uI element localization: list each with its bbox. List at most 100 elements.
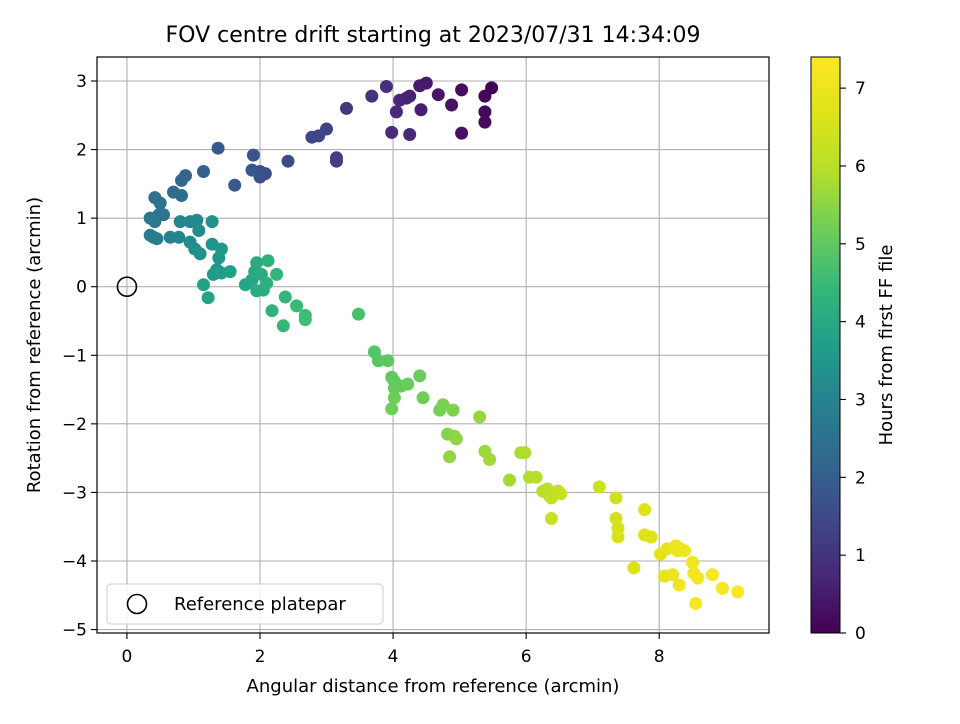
- scatter-point: [205, 215, 219, 229]
- legend: Reference platepar: [106, 583, 384, 625]
- scatter-point: [403, 128, 417, 141]
- scatter-point: [389, 105, 403, 119]
- chart-title: FOV centre drift starting at 2023/07/31 …: [166, 23, 701, 48]
- scatter-point: [413, 79, 427, 93]
- scatter-point: [175, 189, 188, 202]
- plot-frame: [96, 56, 770, 634]
- scatter-point: [401, 377, 415, 391]
- scatter-point: [250, 256, 264, 270]
- scatter-point: [245, 163, 259, 177]
- scatter-point: [529, 470, 543, 484]
- y-tick-label: 0: [76, 278, 87, 298]
- scatter-point: [172, 230, 186, 244]
- scatter-point: [689, 597, 703, 610]
- scatter-point: [478, 115, 492, 129]
- scatter-point: [276, 319, 290, 333]
- scatter-point: [691, 571, 705, 585]
- scatter-point: [193, 247, 207, 261]
- scatter-point: [416, 391, 430, 405]
- colorbar: 0 1 2 3 4 5 6 7 Hours from first FF file: [810, 56, 897, 644]
- colorbar-ticks: 0 1 2 3 4 5 6 7: [840, 79, 866, 644]
- scatter-point: [554, 487, 568, 501]
- scatter-point: [638, 503, 652, 517]
- colorbar-gradient: [810, 56, 841, 634]
- scatter-point: [192, 224, 206, 237]
- y-axis-ticks: −5 −4 −3 −2 −1 0 1 2 3: [62, 72, 97, 641]
- x-tick-label: 0: [122, 647, 133, 667]
- scatter-point: [190, 213, 204, 227]
- scatter-point: [666, 568, 679, 582]
- y-axis-label: Rotation from reference (arcmin): [24, 197, 45, 493]
- scatter-point: [260, 276, 274, 290]
- scatter-point: [611, 521, 625, 535]
- scatter-point: [281, 154, 295, 168]
- scatter-point: [705, 568, 719, 582]
- scatter-point: [365, 89, 379, 103]
- scatter-point: [298, 313, 312, 327]
- scatter-point: [731, 585, 745, 599]
- scatter-point: [672, 578, 686, 592]
- x-tick-label: 4: [388, 647, 399, 667]
- scatter-point: [385, 125, 399, 139]
- scatter-point: [436, 398, 450, 412]
- y-tick-label: −3: [62, 483, 87, 503]
- scatter-point: [278, 290, 292, 304]
- scatter-point: [385, 402, 399, 416]
- colorbar-label: Hours from first FF file: [876, 245, 897, 446]
- legend-box: [106, 583, 384, 625]
- scatter-point: [644, 530, 658, 544]
- scatter-point: [211, 141, 225, 155]
- scatter-point: [387, 391, 401, 405]
- y-tick-label: 1: [76, 209, 87, 229]
- scatter-point: [352, 307, 365, 321]
- y-tick-label: −5: [62, 621, 87, 641]
- scatter-point: [223, 265, 237, 279]
- scatter-point: [290, 299, 304, 313]
- scatter-point: [473, 410, 487, 424]
- scatter-point: [446, 403, 460, 417]
- data-points: [143, 76, 745, 610]
- scatter-point: [443, 450, 457, 464]
- scatter-point: [431, 88, 445, 102]
- scatter-point: [261, 254, 275, 268]
- colorbar-tick-label: 7: [855, 79, 866, 99]
- legend-marker-reference: [126, 593, 148, 615]
- scatter-point: [678, 544, 691, 558]
- scatter-point: [609, 491, 623, 505]
- scatter-point: [197, 165, 210, 178]
- scatter-point: [381, 354, 395, 368]
- scatter-point: [455, 83, 469, 97]
- scatter-point: [483, 453, 497, 466]
- scatter-point: [686, 555, 699, 569]
- scatter-point: [503, 473, 516, 487]
- colorbar-tick-label: 5: [855, 235, 866, 255]
- scatter-point: [265, 304, 279, 318]
- scatter-point: [270, 267, 284, 281]
- y-tick-label: −2: [62, 415, 87, 435]
- scatter-point: [173, 215, 187, 229]
- scatter-point: [148, 215, 162, 229]
- scatter-point: [214, 242, 228, 256]
- scatter-point: [544, 512, 558, 525]
- scatter-point: [449, 432, 463, 446]
- colorbar-tick-label: 1: [855, 546, 866, 566]
- colorbar-tick-label: 0: [855, 624, 866, 644]
- reference-point-marker: [116, 276, 138, 298]
- scatter-point: [379, 80, 393, 93]
- colorbar-tick-label: 2: [855, 468, 866, 488]
- scatter-point: [518, 446, 532, 460]
- scatter-point: [414, 103, 428, 117]
- x-axis-label: Angular distance from reference (arcmin): [247, 676, 620, 697]
- colorbar-tick-label: 4: [855, 313, 866, 333]
- scatter-point: [150, 232, 164, 246]
- y-tick-label: −4: [62, 552, 87, 572]
- y-tick-label: −1: [62, 346, 87, 366]
- scatter-point: [153, 196, 167, 210]
- x-axis-ticks: 0 2 4 6 8: [122, 633, 665, 667]
- scatter-point: [611, 530, 625, 544]
- x-tick-label: 2: [255, 647, 266, 667]
- x-tick-label: 6: [521, 647, 532, 667]
- scatter-point: [201, 291, 215, 305]
- scatter-point: [197, 278, 210, 292]
